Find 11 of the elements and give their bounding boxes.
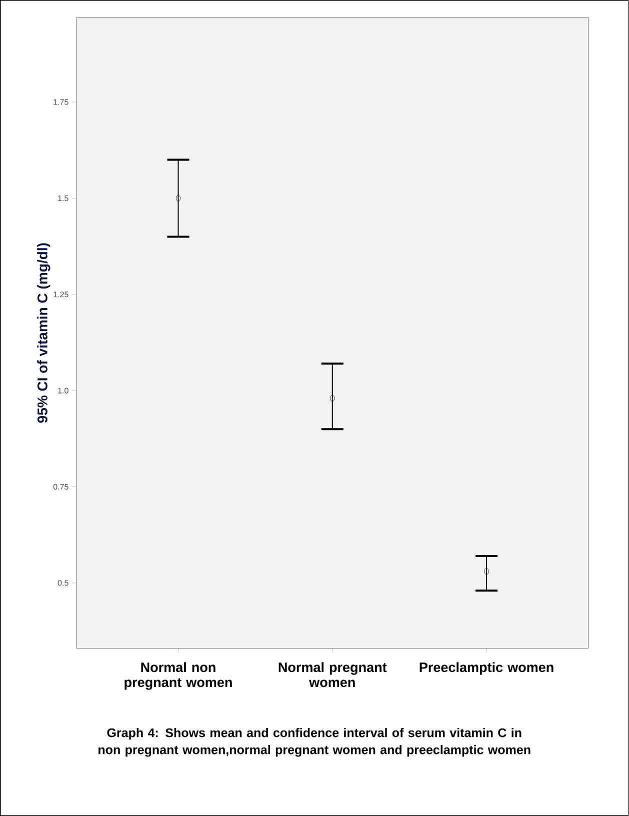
caption: Graph 4: Shows mean and confidence interval of serum vitamin C in non pregnant women,normal pregnant women and preeclamptic women [98, 728, 530, 757]
y-tick-label: 1.5 [58, 195, 68, 202]
y-tick-label: 1.75 [54, 99, 68, 105]
x-tick-label: Normal pregnant women [278, 662, 387, 688]
y-tick-label: 0.5 [58, 580, 68, 586]
y-axis-title: 95% CI of vitamin C (mg/dl) [37, 243, 50, 423]
y-tick-label: 1.0 [58, 388, 69, 394]
x-tick-label: Preeclamptic women [420, 662, 554, 675]
x-tick-label: Normal non pregnant women [124, 662, 232, 690]
y-tick-label: 1.25 [54, 292, 68, 298]
y-tick-label: 0.75 [54, 484, 68, 490]
